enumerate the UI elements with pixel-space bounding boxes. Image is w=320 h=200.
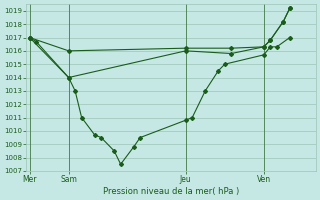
X-axis label: Pression niveau de la mer( hPa ): Pression niveau de la mer( hPa ) xyxy=(103,187,239,196)
